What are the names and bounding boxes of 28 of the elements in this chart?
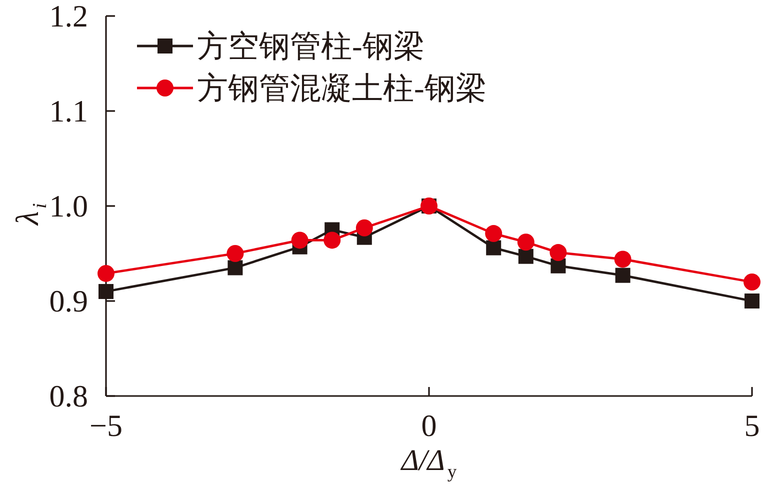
point — [615, 268, 630, 283]
point — [614, 250, 632, 268]
point — [518, 248, 534, 264]
point — [744, 274, 760, 290]
xlabel: Δ/Δ$_{y}$ — [401, 444, 457, 482]
xtick: −5 — [90, 408, 122, 443]
xtick: 0 — [421, 408, 437, 443]
legend-label: 方钢管混凝土柱-钢梁 — [197, 70, 486, 106]
legend-label: 方空钢管柱-钢梁 — [197, 28, 424, 64]
point — [486, 240, 502, 256]
ytick: 1.2 — [49, 0, 88, 34]
point — [356, 219, 373, 236]
point — [744, 294, 760, 308]
point — [291, 232, 308, 249]
point — [98, 264, 114, 282]
point — [226, 245, 244, 262]
point — [228, 260, 243, 276]
point — [550, 244, 567, 262]
point — [485, 225, 502, 242]
point — [550, 258, 566, 274]
point — [98, 284, 114, 299]
ytick: 0.8 — [49, 378, 88, 414]
ytick: 1.1 — [49, 94, 88, 128]
xtick: 5 — [744, 408, 760, 443]
point — [517, 234, 534, 251]
point — [324, 232, 341, 249]
ytick: 1.0 — [49, 188, 88, 224]
ytick: 0.9 — [49, 284, 88, 318]
